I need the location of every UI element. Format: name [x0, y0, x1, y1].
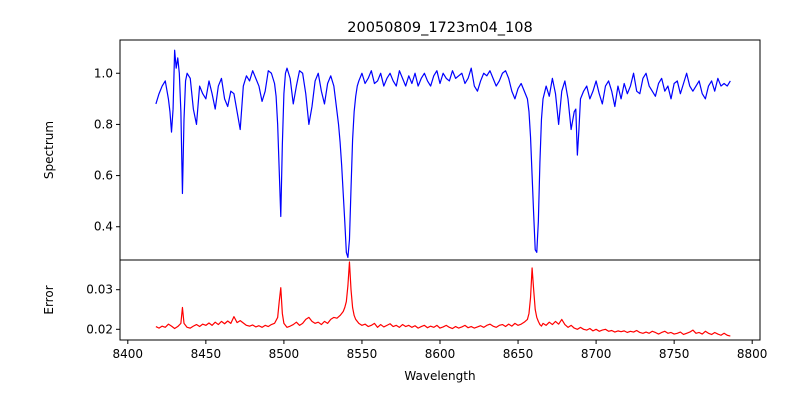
chart-title: 20050809_1723m04_108: [347, 20, 532, 36]
y-tick-label: 0.8: [94, 117, 113, 131]
y-tick-label: 0.6: [94, 169, 113, 183]
x-axis-label: Wavelength: [404, 369, 475, 383]
spectrum-panel: 0.4 0.6 0.8 1.0 Spectrum: [42, 39, 761, 261]
x-tick-label: 8650: [503, 347, 534, 361]
x-tick-label: 8750: [659, 347, 690, 361]
x-tick-label: 8550: [347, 347, 378, 361]
x-tick-label: 8500: [269, 347, 300, 361]
y-tick-label: 0.02: [86, 322, 113, 336]
spectrum-line: [155, 49, 731, 259]
x-tick-label: 8700: [581, 347, 612, 361]
x-tick-label: 8800: [737, 347, 768, 361]
error-y-ticks: 0.02 0.03: [86, 283, 120, 336]
error-line: [155, 261, 731, 337]
y-tick-label: 0.4: [94, 220, 113, 234]
y-tick-label: 0.03: [86, 283, 113, 297]
spectrum-y-axis-label: Spectrum: [42, 121, 56, 179]
spectrum-plot-area: [120, 40, 760, 260]
x-tick-label: 8600: [425, 347, 456, 361]
error-plot-area: [120, 260, 760, 340]
y-tick-label: 1.0: [94, 66, 113, 80]
x-tick-label: 8450: [191, 347, 222, 361]
spectrum-y-ticks: 0.4 0.6 0.8 1.0: [94, 66, 120, 234]
error-y-axis-label: Error: [42, 285, 56, 314]
x-axis-ticks: 8400 8450 8500 8550 8600 8650 8700 8750 8800: [113, 340, 768, 361]
error-panel: 0.02 0.03 Error: [42, 259, 761, 341]
x-tick-label: 8400: [113, 347, 144, 361]
